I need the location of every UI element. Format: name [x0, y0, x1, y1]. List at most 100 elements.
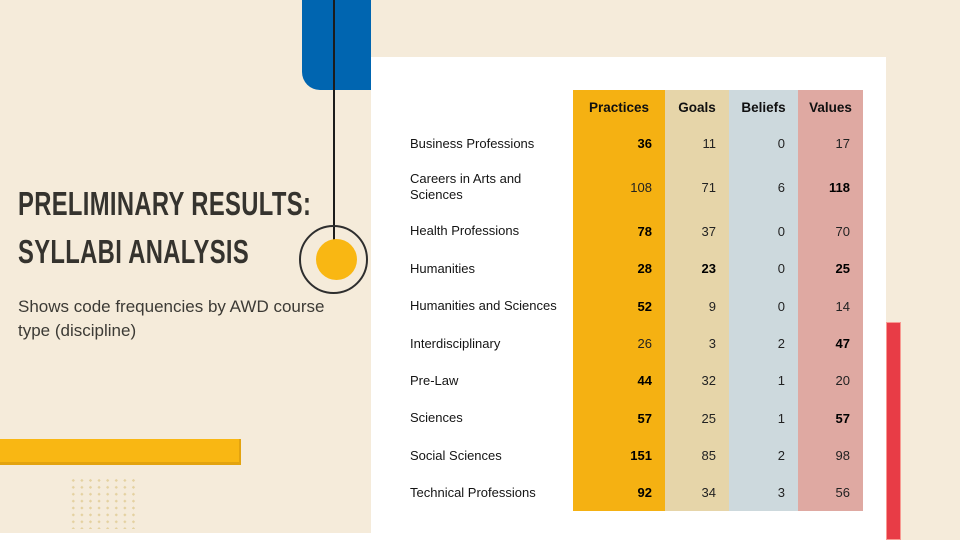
value-cell-goals-text: 11 [702, 136, 717, 151]
value-cell-goals-text: 25 [701, 410, 716, 426]
value-cell-goals-text: 3 [708, 336, 716, 351]
value-cell-values: 56 [798, 474, 863, 511]
value-cell-beliefs: 2 [729, 437, 798, 474]
row-label-text: Social Sciences [410, 447, 502, 463]
value-cell-goals: 3 [665, 325, 729, 362]
value-cell-practices-text: 92 [637, 485, 652, 500]
row-label-text: Business Professions [410, 135, 535, 151]
value-cell-practices: 78 [573, 212, 665, 250]
value-cell-values-text: 17 [835, 136, 850, 151]
value-cell-beliefs-text: 0 [777, 136, 785, 151]
value-cell-goals: 37 [665, 212, 729, 250]
row-label-text: Interdisciplinary [410, 335, 501, 351]
value-cell-values: 17 [798, 125, 863, 162]
value-cell-goals: 71 [665, 162, 729, 212]
value-cell-goals-text: 23 [701, 261, 716, 276]
value-cell-practices-text: 44 [637, 373, 652, 388]
value-cell-beliefs-text: 0 [777, 261, 785, 276]
column-header-beliefs: Beliefs [729, 90, 798, 125]
column-header-values: Values [798, 90, 863, 125]
row-label: Pre-Law [371, 362, 573, 399]
row-label: Careers in Arts and Sciences [371, 162, 573, 212]
row-label-text: Sciences [410, 410, 463, 425]
column-header-goals: Goals [665, 90, 729, 125]
value-cell-practices: 57 [573, 399, 665, 437]
value-cell-beliefs: 1 [729, 362, 798, 399]
value-cell-values: 70 [798, 212, 863, 250]
red-bar-shape [886, 322, 901, 540]
value-cell-goals: 32 [665, 362, 729, 399]
value-cell-beliefs-text: 6 [777, 179, 785, 195]
value-cell-practices-text: 36 [637, 136, 652, 151]
value-cell-values-text: 20 [835, 373, 850, 388]
value-cell-beliefs-text: 1 [777, 373, 785, 388]
value-cell-practices: 92 [573, 474, 665, 511]
value-cell-practices: 44 [573, 362, 665, 399]
column-header-practices: Practices [573, 90, 665, 125]
value-cell-beliefs-text: 2 [777, 448, 785, 463]
value-cell-beliefs-text: 0 [777, 298, 785, 314]
row-label: Sciences [371, 399, 573, 437]
row-label-text: Technical Professions [410, 484, 536, 500]
value-cell-beliefs: 1 [729, 399, 798, 437]
value-cell-goals: 34 [665, 474, 729, 511]
row-label-text: Humanities and Sciences [410, 298, 557, 313]
value-cell-beliefs: 0 [729, 125, 798, 162]
value-cell-beliefs: 6 [729, 162, 798, 212]
yellow-dot-shape [316, 239, 357, 280]
value-cell-practices: 36 [573, 125, 665, 162]
row-label-text: Health Professions [410, 223, 520, 238]
value-cell-beliefs-text: 3 [777, 485, 785, 500]
value-cell-practices: 52 [573, 287, 665, 325]
value-cell-values: 47 [798, 325, 863, 362]
value-cell-beliefs: 0 [729, 250, 798, 287]
value-cell-beliefs: 2 [729, 325, 798, 362]
value-cell-practices-text: 52 [637, 298, 652, 314]
value-cell-beliefs: 0 [729, 287, 798, 325]
value-cell-goals-text: 71 [701, 179, 716, 195]
column-header-values-text: Values [809, 100, 852, 115]
slide-subtitle: Shows code frequencies by AWD course typ… [18, 297, 325, 340]
value-cell-values: 20 [798, 362, 863, 399]
value-cell-values: 57 [798, 399, 863, 437]
row-label: Technical Professions [371, 474, 573, 511]
value-cell-practices-text: 108 [630, 179, 652, 195]
yellow-bar-shape [0, 439, 241, 465]
value-cell-beliefs-text: 1 [777, 410, 785, 426]
value-cell-beliefs: 0 [729, 212, 798, 250]
row-label: Social Sciences [371, 437, 573, 474]
vertical-line-shape [333, 0, 335, 259]
table-corner-cell [371, 90, 573, 125]
circle-outline-shape [299, 225, 368, 294]
dots-pattern [69, 477, 135, 529]
value-cell-goals: 23 [665, 250, 729, 287]
value-cell-practices-text: 28 [637, 261, 652, 276]
value-cell-values-text: 25 [835, 261, 850, 276]
value-cell-values-text: 47 [835, 336, 850, 351]
results-table: Practices Goals Beliefs Values Business Prof… [371, 90, 863, 511]
row-label: Business Professions [371, 125, 573, 162]
value-cell-values: 118 [798, 162, 863, 212]
value-cell-goals-text: 85 [701, 448, 716, 463]
value-cell-values: 25 [798, 250, 863, 287]
value-cell-goals-text: 32 [701, 373, 716, 388]
row-label-text: Careers in Arts and Sciences [410, 171, 522, 202]
value-cell-goals-text: 9 [708, 298, 716, 314]
column-header-beliefs-text: Beliefs [741, 100, 786, 115]
value-cell-goals: 25 [665, 399, 729, 437]
value-cell-values-text: 57 [835, 410, 850, 426]
value-cell-goals-text: 37 [701, 223, 716, 239]
value-cell-practices-text: 26 [637, 336, 652, 351]
title-line-1: PRELIMINARY RESULTS: [18, 185, 312, 222]
value-cell-values-text: 118 [829, 179, 850, 195]
value-cell-values-text: 98 [835, 448, 850, 463]
slide-title: PRELIMINARY RESULTS: SYLLABI ANALYSIS [18, 180, 425, 276]
value-cell-goals: 85 [665, 437, 729, 474]
value-cell-goals: 9 [665, 287, 729, 325]
value-cell-goals: 11 [665, 125, 729, 162]
value-cell-practices-text: 78 [637, 223, 652, 239]
value-cell-practices: 108 [573, 162, 665, 212]
column-header-goals-text: Goals [678, 100, 716, 115]
value-cell-values-text: 14 [835, 298, 850, 314]
